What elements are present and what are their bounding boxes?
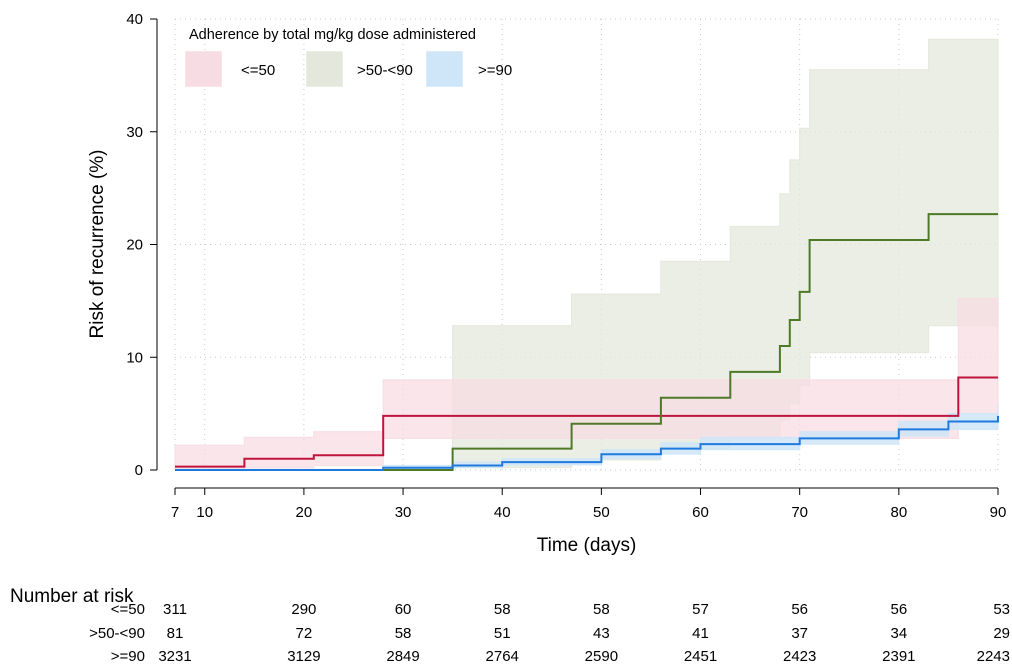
x-tick-label: 20	[296, 504, 313, 521]
risk-value: 72	[296, 625, 313, 642]
legend-label-1: >50-<90	[357, 62, 413, 79]
axes: 0 10 20 30 40 7 10 20 30 40 50 60 70 80 90 Time (days) R…	[87, 11, 1006, 556]
x-tick-label: 10	[196, 504, 213, 521]
x-tick-label: 60	[692, 504, 709, 521]
x-tick-label: 50	[593, 504, 610, 521]
y-tick-label: 40	[126, 11, 143, 28]
risk-value: 81	[167, 625, 184, 642]
legend-swatch-0	[185, 51, 222, 87]
series-line-0	[175, 376, 998, 468]
risk-value: 2849	[386, 648, 419, 665]
legend-label-0: <=50	[241, 62, 275, 79]
risk-value: 43	[593, 625, 610, 642]
risk-row-label: >50-<90	[89, 625, 145, 642]
risk-value: 2764	[486, 648, 519, 665]
x-tick-label: 30	[395, 504, 412, 521]
series-line-2	[175, 415, 999, 471]
x-tick-label: 70	[791, 504, 808, 521]
risk-value: 56	[890, 601, 907, 618]
risk-value: 2243	[977, 648, 1010, 665]
risk-table-title: Number at risk	[10, 586, 134, 607]
y-tick-label: 10	[126, 349, 143, 366]
risk-value: 2423	[783, 648, 816, 665]
risk-value: 311	[163, 601, 187, 618]
risk-value: 51	[494, 625, 511, 642]
risk-value: 58	[494, 601, 511, 618]
risk-value: 57	[692, 601, 709, 618]
y-tick-label: 20	[126, 237, 143, 254]
risk-value: 37	[791, 625, 808, 642]
risk-value: 60	[395, 601, 412, 618]
y-axis-label: Risk of recurrence (%)	[87, 150, 108, 339]
x-tick-label: 40	[494, 504, 511, 521]
risk-value: 41	[692, 625, 709, 642]
ci-bands	[174, 38, 999, 471]
risk-row-label: >=90	[111, 648, 145, 665]
legend-title: Adherence by total mg/kg dose administer…	[189, 27, 476, 43]
series-line-1	[175, 213, 998, 471]
legend-swatch-2	[426, 51, 463, 87]
y-tick-label: 0	[135, 462, 143, 479]
risk-table: Number at risk<=50 311 290 60 58 58 57 56 56 53 >5…	[10, 586, 1010, 665]
legend-swatch-1	[306, 51, 343, 87]
y-tick-label: 30	[126, 124, 143, 141]
risk-value: 58	[395, 625, 412, 642]
legend: Adherence by total mg/kg dose administer…	[185, 27, 512, 87]
risk-value: 2451	[684, 648, 717, 665]
risk-row-label: <=50	[111, 601, 145, 618]
x-tick-label: 80	[890, 504, 907, 521]
risk-value: 2391	[882, 648, 915, 665]
x-tick-label: 7	[171, 504, 179, 521]
risk-value: 29	[993, 625, 1010, 642]
legend-label-2: >=90	[478, 62, 512, 79]
x-tick-label: 90	[990, 504, 1007, 521]
risk-value: 2590	[585, 648, 618, 665]
series-lines	[175, 213, 999, 471]
risk-value: 3231	[158, 648, 191, 665]
risk-value: 3129	[287, 648, 320, 665]
risk-value: 53	[993, 601, 1010, 618]
x-axis-label: Time (days)	[537, 535, 637, 556]
risk-value: 290	[291, 601, 316, 618]
risk-value: 34	[890, 625, 907, 642]
risk-value: 56	[791, 601, 808, 618]
risk-value: 58	[593, 601, 610, 618]
